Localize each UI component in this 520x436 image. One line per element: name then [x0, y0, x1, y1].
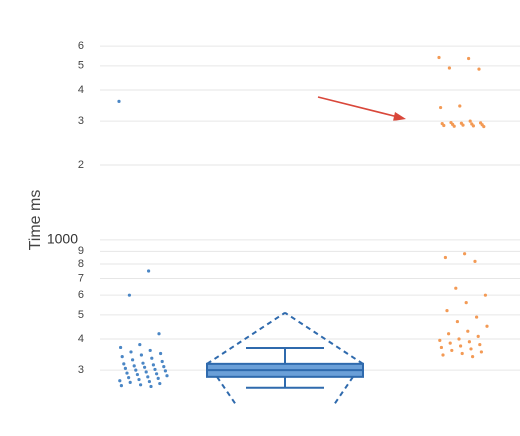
point: [144, 370, 148, 374]
y-tick-label: 5: [78, 60, 84, 72]
y-tick-label: 7: [78, 272, 84, 284]
point: [118, 379, 122, 383]
point: [447, 66, 451, 70]
point: [120, 355, 124, 359]
point: [439, 105, 443, 110]
point: [441, 353, 445, 357]
point: [454, 286, 458, 290]
point: [445, 309, 449, 313]
point: [463, 252, 467, 256]
point: [475, 315, 479, 319]
point: [125, 371, 129, 375]
y-tick-label: 3: [78, 115, 84, 127]
point: [155, 372, 159, 376]
point: [467, 340, 471, 344]
point: [467, 56, 471, 61]
point: [123, 366, 127, 370]
envelope: [216, 376, 238, 407]
y-tick-label: 2: [78, 159, 84, 171]
point: [153, 367, 157, 372]
point: [147, 379, 151, 384]
point: [128, 380, 132, 384]
point: [460, 351, 464, 356]
envelope: [206, 311, 286, 365]
point: [471, 355, 475, 359]
point: [450, 348, 454, 353]
point: [461, 123, 465, 127]
point: [447, 332, 451, 336]
point: [139, 383, 143, 387]
point: [477, 67, 481, 71]
y-tick-label: 9: [78, 245, 84, 257]
point: [448, 341, 452, 345]
y-tick-label: 5: [78, 309, 84, 321]
point: [165, 374, 169, 378]
point: [137, 377, 141, 382]
point: [117, 99, 121, 103]
envelope: [332, 376, 354, 407]
point: [442, 123, 446, 128]
point: [146, 375, 150, 379]
y-axis-label: Time ms: [27, 190, 44, 251]
point: [139, 353, 143, 357]
point: [464, 301, 468, 305]
point: [149, 384, 153, 389]
point: [479, 350, 483, 354]
point: [147, 269, 151, 273]
point: [160, 359, 164, 364]
point: [162, 364, 166, 369]
point: [459, 344, 463, 348]
point: [156, 376, 160, 380]
point: [127, 376, 131, 380]
point: [159, 351, 163, 356]
point: [158, 381, 162, 386]
point: [151, 363, 155, 367]
point: [138, 342, 142, 347]
point: [466, 329, 470, 333]
y-tick-label: 4: [78, 333, 84, 345]
point: [473, 259, 477, 263]
point: [439, 345, 443, 350]
point: [468, 119, 472, 123]
point: [457, 337, 461, 341]
point: [437, 55, 441, 60]
point: [129, 350, 133, 354]
point: [141, 361, 145, 365]
annotation-arrow: [317, 96, 399, 118]
point: [132, 364, 136, 368]
point: [485, 324, 489, 328]
point: [482, 125, 486, 129]
point: [122, 362, 126, 366]
envelope: [284, 311, 364, 365]
point: [150, 356, 154, 360]
y-tick-label: 3: [78, 364, 84, 376]
y-tick-label: 8: [78, 258, 84, 270]
point: [131, 358, 135, 362]
point: [163, 369, 167, 373]
point: [455, 319, 459, 324]
point: [483, 293, 487, 297]
point: [148, 348, 152, 353]
y-tick-label: 6: [78, 289, 84, 301]
point: [476, 334, 480, 338]
point: [469, 347, 473, 351]
point: [438, 338, 442, 342]
point: [119, 384, 123, 388]
point: [119, 345, 123, 350]
y-tick-label: 4: [78, 84, 84, 96]
point: [135, 372, 139, 377]
point: [143, 365, 147, 369]
point: [157, 332, 161, 336]
point: [134, 368, 138, 372]
point: [478, 342, 482, 347]
arrow-head: [393, 112, 406, 121]
point: [458, 104, 462, 108]
point: [127, 293, 131, 297]
point: [452, 124, 456, 128]
y-tick-label: 6: [78, 40, 84, 52]
point: [443, 255, 447, 260]
y-tick-label: 1000: [47, 231, 78, 247]
point: [471, 124, 475, 128]
